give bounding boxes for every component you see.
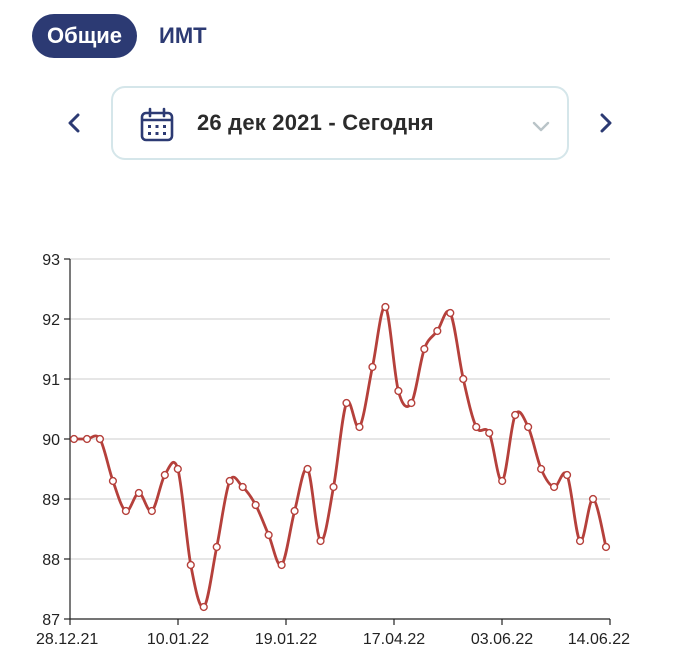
data-point	[537, 464, 546, 474]
data-point	[277, 560, 286, 570]
weight-line-chart: 87 88 89 90 91 92 93 28.12.21 10.01.22 19.01.22 17…	[0, 230, 680, 654]
x-tick-label: 28.12.21	[36, 631, 98, 648]
data-point	[420, 344, 429, 354]
data-point	[251, 500, 260, 510]
data-point	[147, 506, 156, 516]
data-point	[407, 398, 416, 408]
calendar-icon	[140, 107, 174, 142]
data-point	[459, 374, 468, 384]
chevron-left-icon	[68, 113, 80, 133]
data-point	[394, 386, 403, 396]
data-point	[121, 506, 131, 516]
y-tick-label: 88	[42, 552, 60, 569]
data-point	[511, 410, 520, 420]
tab-general[interactable]: Общие	[32, 14, 138, 58]
data-point	[549, 482, 559, 492]
tab-bmi[interactable]: ИМТ	[159, 23, 207, 48]
next-period-button[interactable]	[590, 108, 620, 138]
data-point	[342, 398, 351, 408]
date-range-label: 26 дек 2021 - Сегодня	[197, 110, 434, 135]
y-tick-label: 90	[42, 432, 60, 449]
data-point	[524, 422, 533, 432]
data-point	[186, 560, 195, 570]
data-point	[199, 602, 208, 612]
data-point	[69, 434, 79, 444]
y-tick-label: 89	[42, 492, 60, 509]
y-tick-label: 87	[42, 612, 60, 629]
data-point	[498, 476, 507, 486]
data-point	[446, 308, 455, 318]
data-point	[108, 476, 118, 486]
chevron-down-icon	[532, 121, 550, 132]
series-line	[74, 305, 608, 609]
data-point	[562, 470, 572, 480]
data-point	[238, 482, 247, 492]
y-tick-label: 92	[42, 312, 60, 329]
data-point	[575, 536, 585, 546]
x-tick-label: 10.01.22	[147, 631, 209, 648]
data-point	[95, 434, 105, 444]
data-point	[355, 422, 364, 432]
previous-period-button[interactable]	[60, 108, 90, 138]
tab-bar: Общие ИМТ	[32, 14, 221, 58]
data-point	[433, 326, 442, 336]
data-point	[472, 422, 481, 432]
chevron-right-icon	[600, 113, 612, 133]
data-point	[225, 476, 234, 486]
data-point	[173, 464, 182, 474]
data-point	[303, 464, 312, 474]
data-point	[601, 542, 611, 552]
data-point	[316, 536, 325, 546]
data-point	[588, 494, 598, 504]
data-point	[381, 302, 390, 312]
data-point	[82, 434, 92, 444]
data-point	[368, 362, 377, 372]
date-range-dropdown[interactable]: 26 дек 2021 - Сегодня	[111, 86, 569, 160]
x-tick-label: 17.04.22	[363, 631, 425, 648]
x-tick-label: 19.01.22	[255, 631, 317, 648]
data-point	[485, 428, 494, 438]
data-point	[264, 530, 273, 540]
y-tick-label: 93	[42, 252, 60, 269]
date-range-selector: 26 дек 2021 - Сегодня	[0, 86, 680, 160]
data-point	[160, 470, 169, 480]
data-point	[134, 488, 143, 498]
data-point	[290, 506, 299, 516]
data-point	[212, 542, 221, 552]
x-tick-label: 03.06.22	[471, 631, 533, 648]
y-tick-label: 91	[42, 372, 60, 389]
x-tick-label: 14.06.22	[568, 631, 630, 648]
chart-canvas: 87 88 89 90 91 92 93 28.12.21 10.01.22 19.01.22 17…	[36, 252, 630, 648]
data-point	[329, 482, 338, 492]
